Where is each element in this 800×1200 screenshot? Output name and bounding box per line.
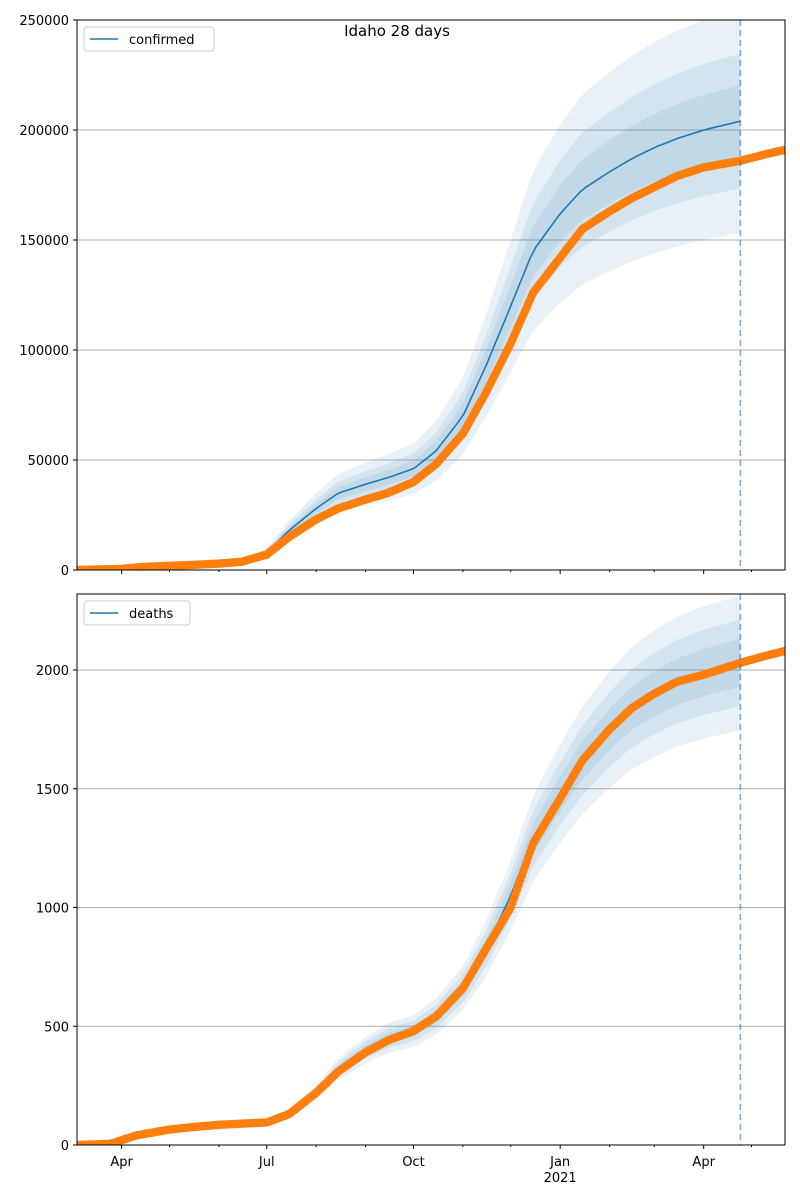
y-tick-label: 1500 [36,783,69,798]
forecast-band [77,619,741,1145]
legend-label: confirmed [129,33,195,48]
observed-point [780,145,785,154]
forecast-band [77,638,741,1145]
forecast-band [77,20,741,570]
x-tick-label: Oct [402,1155,424,1170]
y-tick-label: 0 [61,1139,69,1154]
x-tick-label: Jan [549,1155,570,1170]
y-tick-label: 0 [61,564,69,579]
y-tick-label: 250000 [19,14,69,29]
axes-frame [76,19,786,571]
x-tick-label: Apr [692,1155,715,1170]
confirmed-panel: 0 50000 100000 150000 200000 250000 confirmed [19,14,786,579]
y-tick-label: 150000 [19,234,69,249]
legend: deaths [83,600,191,626]
legend-box [83,600,191,626]
y-tick-label: 2000 [36,664,69,679]
forecast-band [77,53,741,570]
x-year-label: 2021 [544,1171,577,1186]
axes-frame [76,593,786,1146]
y-tick-label: 1000 [36,902,69,917]
y-tick-label: 50000 [28,454,69,469]
forecast-band [77,595,741,1145]
x-tick-label: Apr [110,1155,133,1170]
y-tick-label: 200000 [19,124,69,139]
y-tick-label: 100000 [19,344,69,359]
x-tick-label: Jul [258,1155,275,1170]
figure-title: Idaho 28 days [344,22,450,40]
forecast-band [77,85,741,570]
observed-point [780,646,785,656]
legend-box [83,26,215,52]
y-tick-label: 500 [44,1020,69,1035]
legend: confirmed [83,26,215,52]
legend-label: deaths [129,607,174,622]
